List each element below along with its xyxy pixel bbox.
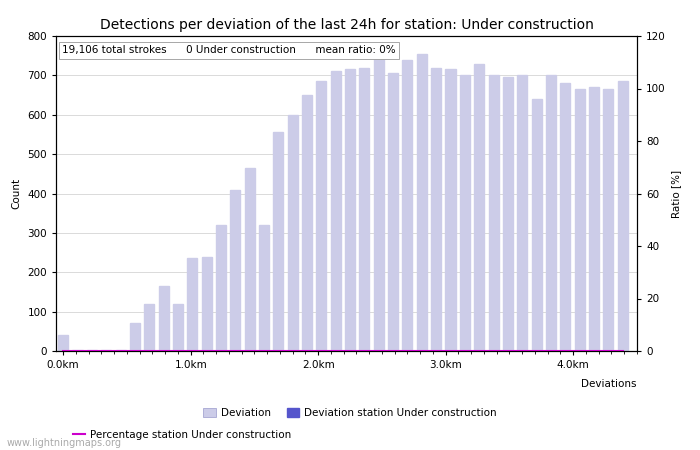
Bar <box>288 115 298 351</box>
Bar <box>560 83 570 351</box>
Bar <box>130 324 140 351</box>
Bar <box>546 75 556 351</box>
Bar <box>617 81 628 351</box>
Bar <box>517 75 527 351</box>
Bar <box>144 304 154 351</box>
Bar <box>87 350 97 351</box>
Bar <box>402 59 412 351</box>
Bar <box>244 168 255 351</box>
Text: www.lightningmaps.org: www.lightningmaps.org <box>7 438 122 448</box>
Bar <box>374 58 384 351</box>
Bar <box>73 350 83 351</box>
Bar <box>302 95 312 351</box>
Bar <box>416 54 427 351</box>
Y-axis label: Count: Count <box>12 178 22 209</box>
Bar <box>445 69 456 351</box>
Text: Deviations: Deviations <box>582 379 637 389</box>
Bar <box>474 63 484 351</box>
Bar <box>330 72 341 351</box>
Bar <box>316 81 326 351</box>
Bar <box>116 350 125 351</box>
Bar <box>202 256 211 351</box>
Bar <box>531 99 542 351</box>
Legend: Percentage station Under construction: Percentage station Under construction <box>73 430 291 440</box>
Bar <box>159 286 169 351</box>
Bar <box>102 350 111 351</box>
Bar <box>503 77 513 351</box>
Bar <box>589 87 599 351</box>
Bar <box>460 75 470 351</box>
Y-axis label: Ratio [%]: Ratio [%] <box>671 170 681 217</box>
Bar <box>603 89 613 351</box>
Bar <box>359 68 370 351</box>
Bar <box>188 258 197 351</box>
Bar <box>431 68 441 351</box>
Bar <box>388 73 398 351</box>
Bar <box>345 69 355 351</box>
Title: Detections per deviation of the last 24h for station: Under construction: Detections per deviation of the last 24h… <box>99 18 594 32</box>
Bar <box>259 225 269 351</box>
Bar <box>575 89 584 351</box>
Bar <box>489 75 498 351</box>
Text: 19,106 total strokes      0 Under construction      mean ratio: 0%: 19,106 total strokes 0 Under constructio… <box>62 45 396 55</box>
Bar <box>173 304 183 351</box>
Bar <box>230 189 240 351</box>
Bar <box>273 132 284 351</box>
Bar <box>216 225 226 351</box>
Bar <box>58 335 68 351</box>
Legend: Deviation, Deviation station Under construction: Deviation, Deviation station Under const… <box>203 408 497 418</box>
